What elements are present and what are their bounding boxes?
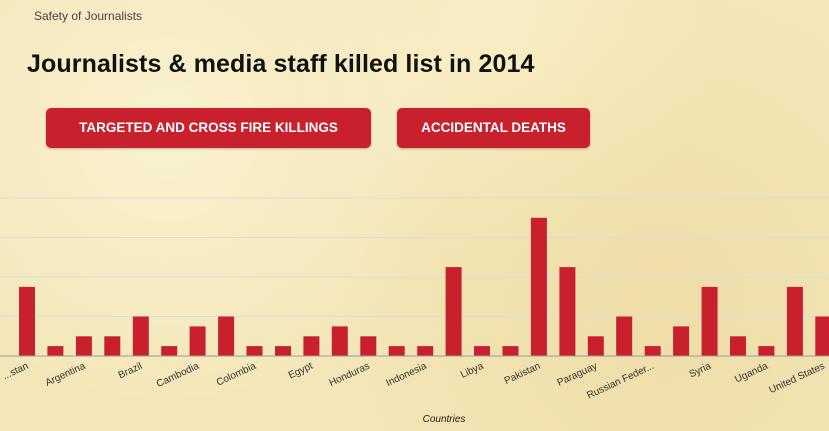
chart-bar	[502, 346, 519, 356]
chart-bar	[161, 346, 178, 356]
chart-bar	[331, 326, 348, 356]
chart-bar	[19, 286, 35, 356]
chart-x-tick-labels: ...stan Argentina Brazil Cambodia Colombia Eg…	[1, 361, 827, 402]
chart-bar	[559, 267, 576, 356]
x-tick-label: Honduras	[328, 361, 372, 389]
chart-bar	[189, 326, 206, 356]
chart-bar	[530, 217, 547, 357]
x-tick-label: Syria	[688, 361, 714, 381]
chart-bar	[474, 346, 490, 356]
x-tick-label: Brazil	[117, 361, 144, 382]
chart-bar	[275, 346, 291, 356]
x-tick-label: Colombia	[215, 361, 258, 389]
chart-bar	[673, 326, 690, 356]
x-tick-label: Egypt	[287, 361, 315, 382]
chart-bars	[19, 217, 829, 357]
chart-bar	[47, 346, 64, 356]
targeted-killings-button[interactable]: TARGETED AND CROSS FIRE KILLINGS	[46, 108, 371, 148]
accidental-deaths-button[interactable]: ACCIDENTAL DEATHS	[397, 108, 590, 148]
chart-bar	[701, 286, 718, 356]
x-tick-label: Cambodia	[155, 361, 201, 390]
chart-bar	[815, 316, 829, 356]
x-tick-label: Argentina	[44, 361, 88, 389]
x-tick-label: ...stan	[1, 361, 30, 382]
chart-bar	[644, 346, 661, 356]
x-tick-label: Uganda	[733, 361, 770, 386]
chart-bar	[758, 346, 775, 356]
page-title: Journalists & media staff killed list in…	[27, 50, 535, 78]
chart-bar	[445, 267, 462, 356]
chart-bar	[75, 336, 92, 357]
x-tick-label: Libya	[459, 361, 486, 381]
chart-bar	[786, 286, 803, 356]
chart-bar	[587, 336, 604, 357]
x-tick-label: Paraguay	[556, 361, 599, 389]
chart-bar	[104, 336, 121, 357]
chart-bar	[132, 316, 149, 356]
chart-bar	[616, 316, 633, 356]
chart-bar	[417, 346, 434, 356]
chart-bar	[303, 336, 320, 357]
chart-gridlines	[0, 197, 829, 317]
x-tick-label: Pakistan	[503, 361, 542, 387]
chart-bar	[388, 346, 405, 356]
chart-bar	[218, 316, 235, 356]
chart-bar	[360, 336, 377, 357]
x-tick-label: Indonesia	[385, 361, 429, 389]
chart-bar	[730, 336, 746, 357]
chart-bar	[246, 346, 263, 356]
x-axis-title: Countries	[423, 414, 466, 425]
x-tick-label: United States	[767, 361, 826, 396]
bar-chart: ...stan Argentina Brazil Cambodia Colombia Eg…	[0, 197, 829, 425]
section-label[interactable]: Safety of Journalists	[34, 9, 143, 23]
